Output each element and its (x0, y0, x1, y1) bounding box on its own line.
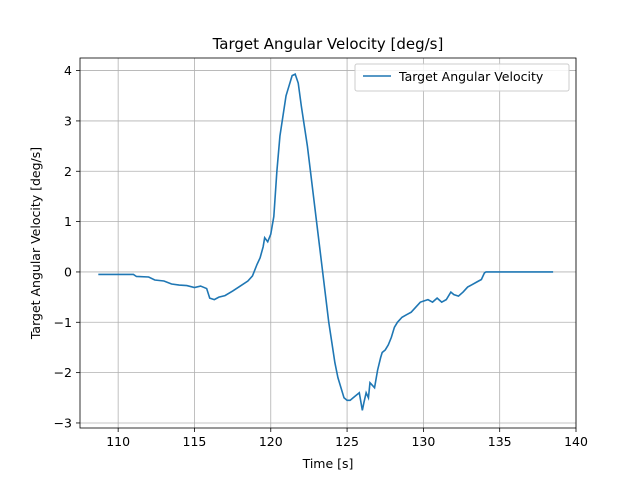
x-tick-label: 130 (411, 434, 435, 449)
x-axis: 110 115 120 125 130 135 140 (106, 428, 588, 449)
y-tick-label: 0 (64, 264, 72, 279)
series-line-target-angular-velocity (98, 72, 554, 411)
y-tick-label: −2 (54, 365, 72, 380)
y-tick-label: −1 (54, 315, 72, 330)
y-tick-label: 3 (64, 113, 72, 128)
y-tick-label: 4 (64, 63, 72, 78)
x-tick-label: 140 (564, 434, 588, 449)
x-axis-label: Time [s] (302, 456, 354, 471)
legend-box (354, 63, 570, 92)
x-tick-label: 115 (183, 434, 207, 449)
x-tick-label: 110 (106, 434, 130, 449)
x-tick-label: 125 (335, 434, 359, 449)
plot-frame (79, 57, 577, 429)
x-tick-label: 120 (259, 434, 283, 449)
y-axis-label: Target Angular Velocity [deg/s] (28, 147, 43, 340)
legend: Target Angular Velocity (354, 63, 570, 92)
chart-title: Target Angular Velocity [deg/s] (212, 35, 444, 53)
y-axis: −3 −2 −1 0 1 2 3 4 (54, 63, 80, 430)
x-tick-label: 135 (488, 434, 512, 449)
legend-label: Target Angular Velocity (398, 69, 544, 84)
y-tick-label: 1 (64, 214, 72, 229)
y-tick-label: −3 (54, 415, 72, 430)
y-tick-label: 2 (64, 164, 72, 179)
